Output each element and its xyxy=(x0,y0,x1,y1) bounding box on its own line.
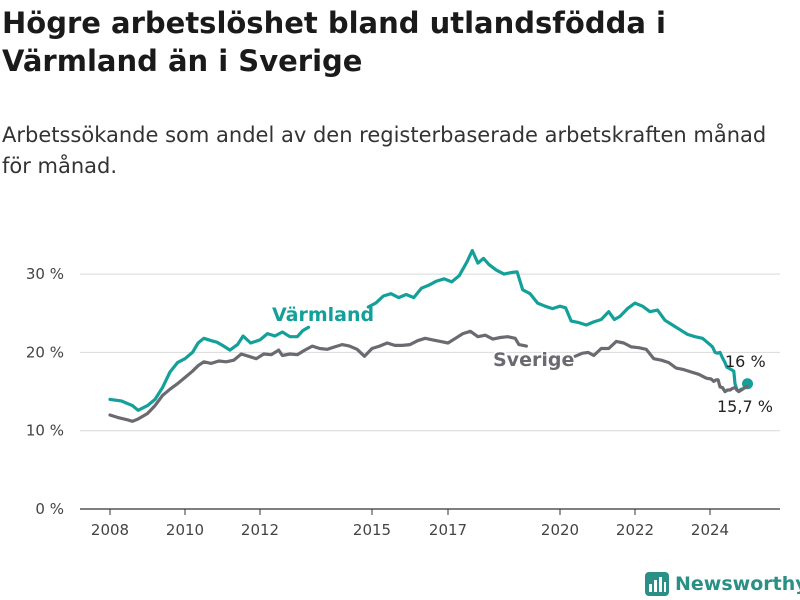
grid-lines xyxy=(80,273,780,432)
brand-logo: Newsworthy xyxy=(645,568,800,600)
chart-subtitle: Arbetssökande som andel av den registerb… xyxy=(2,123,767,178)
y-tick-label: 20 % xyxy=(26,343,64,361)
series-line-sverige xyxy=(573,339,750,394)
y-axis-ticks: 0 % 10 % 20 % 30 % xyxy=(26,265,64,518)
series-labels: Värmland Sverige 16 % 15,7 % xyxy=(272,304,773,416)
end-value-sverige: 15,7 % xyxy=(717,397,773,416)
series-lines xyxy=(108,249,753,423)
end-value-varmland: 16 % xyxy=(725,352,766,371)
y-tick-label: 10 % xyxy=(26,422,64,440)
x-tick-label: 2012 xyxy=(241,521,279,539)
x-tick-label: 2024 xyxy=(691,521,729,539)
x-tick-label: 2015 xyxy=(353,521,391,539)
newsworthy-logo-icon xyxy=(645,572,669,596)
series-line-värmland xyxy=(366,249,750,393)
y-tick-label: 30 % xyxy=(26,265,64,283)
series-line-sverige xyxy=(108,329,528,423)
x-tick-label: 2020 xyxy=(541,521,579,539)
x-tick-label: 2017 xyxy=(429,521,467,539)
series-label-sverige: Sverige xyxy=(493,349,574,371)
x-tick-label: 2008 xyxy=(91,521,129,539)
x-tick-label: 2010 xyxy=(166,521,204,539)
x-tick-label: 2022 xyxy=(616,521,654,539)
brand-name: Newsworthy xyxy=(675,573,800,595)
series-label-varmland: Värmland xyxy=(272,304,374,326)
y-tick-label: 0 % xyxy=(35,500,64,518)
series-line-värmland xyxy=(108,325,311,412)
x-axis-ticks: 2008 2010 2012 2015 2017 2020 2022 2024 xyxy=(91,509,729,539)
chart-title: Högre arbetslöshet bland utlandsfödda i … xyxy=(2,6,666,78)
